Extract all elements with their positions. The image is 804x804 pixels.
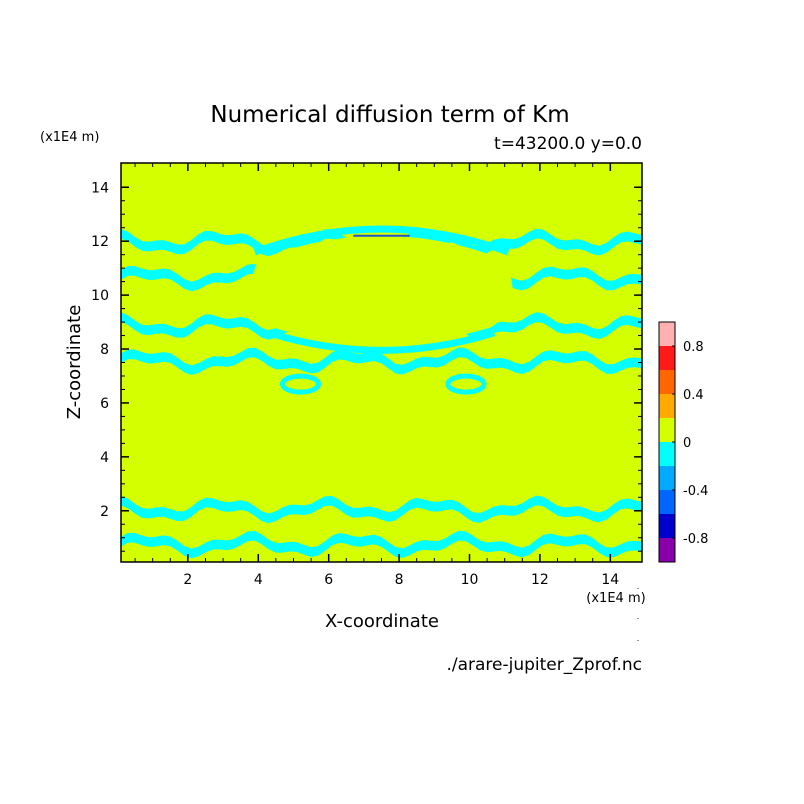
x-tick-label: 14	[601, 572, 619, 588]
colorbar-level	[659, 370, 675, 394]
colorbar-level	[659, 442, 675, 466]
y-tick-label: 6	[100, 396, 109, 412]
colorbar-level	[659, 466, 675, 490]
zero-top-region	[121, 163, 642, 226]
colorbar-level	[659, 394, 675, 418]
chart-subtitle: t=43200.0 y=0.0	[494, 134, 642, 154]
x-axis-label: X-coordinate	[325, 611, 439, 632]
y-axis-label: Z-coordinate	[64, 305, 85, 420]
y-tick-label: 12	[91, 234, 109, 250]
colorbar-tick-label: 0.8	[683, 340, 704, 355]
colorbar-level	[659, 538, 675, 562]
colorbar-tick-label: 0.4	[683, 388, 704, 403]
x-unit-label: (x1E4 m)	[586, 591, 645, 606]
colorbar-tick-label: -0.8	[683, 532, 708, 547]
zero-gap-region	[121, 394, 642, 492]
colorbar-level	[659, 514, 675, 538]
y-tick-label: 10	[91, 288, 109, 304]
x-tick-label: 2	[183, 572, 192, 588]
colorbar-tick-label: -0.4	[683, 484, 708, 499]
y-tick-label: 2	[100, 504, 109, 520]
colorbar-level	[659, 322, 675, 346]
x-tick-label: 8	[395, 572, 404, 588]
colorbar-level	[659, 346, 675, 370]
x-tick-label: 4	[254, 572, 263, 588]
negative-band-stripe	[121, 530, 642, 559]
y-axis-ticks: 2 4 6 8 10 12 14	[91, 180, 642, 552]
y-tick-label: 14	[91, 180, 109, 196]
negative-band-stripe	[121, 347, 642, 375]
marker-dot: .	[637, 582, 640, 591]
negative-droplet	[445, 373, 487, 395]
negative-band-stripe	[121, 495, 642, 524]
source-file-label: ./arare-jupiter_Zprof.nc	[446, 655, 642, 675]
y-unit-label: (x1E4 m)	[40, 130, 99, 145]
colorbar: 0.8 0.4 0 -0.4 -0.8	[658, 321, 708, 563]
lens-edge-stripe	[267, 329, 496, 354]
zero-lens-region	[250, 235, 513, 344]
heatmap-field	[121, 163, 642, 562]
x-tick-label: 6	[324, 572, 333, 588]
y-tick-label: 4	[100, 450, 109, 466]
negative-band-region	[121, 495, 642, 559]
marker-dot: .	[637, 634, 640, 643]
marker-dot: .	[637, 612, 640, 621]
colorbar-tick-label: 0	[683, 436, 691, 451]
x-tick-label: 12	[531, 572, 549, 588]
x-tick-label: 10	[461, 572, 479, 588]
chart-title: Numerical diffusion term of Km	[210, 102, 569, 128]
negative-droplet	[280, 373, 322, 395]
colorbar-level	[659, 418, 675, 442]
x-axis-ticks: 2 4 6 8 10 12 14	[134, 163, 619, 588]
colorbar-level	[659, 490, 675, 514]
lens-edge-stripe	[253, 225, 510, 256]
y-tick-label: 8	[100, 342, 109, 358]
